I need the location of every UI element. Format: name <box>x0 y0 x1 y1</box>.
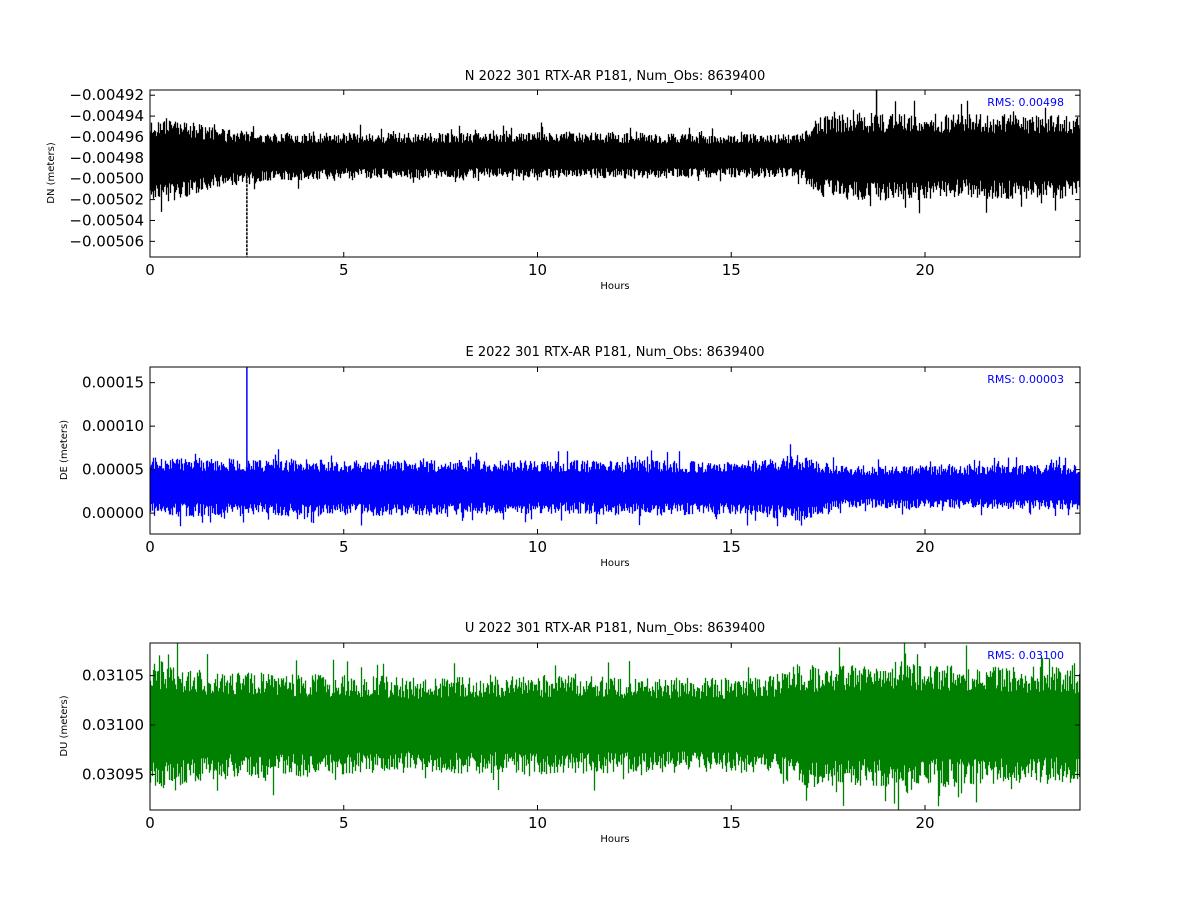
panel-n-ytick-label: −0.00506 <box>69 232 144 250</box>
panel-n: N 2022 301 RTX-AR P181, Num_Obs: 8639400… <box>46 69 1081 292</box>
panel-n-rms-label: RMS: 0.00498 <box>987 96 1064 109</box>
panel-e-xlabel: Hours <box>600 558 629 569</box>
panel-n-xtick-label: 10 <box>528 261 547 279</box>
panel-n-ticks: 0 5 10 15 20 −0.00492 −0.00494 −0.00496 −0.00498… <box>69 86 1080 279</box>
panel-n-ytick-label: −0.00496 <box>69 128 144 146</box>
panel-u-xtick-label: 15 <box>722 814 741 832</box>
panel-u-title: U 2022 301 RTX-AR P181, Num_Obs: 8639400 <box>465 621 765 636</box>
panel-n-ytick-label: −0.00504 <box>69 211 144 229</box>
panel-n-ytick-label: −0.00500 <box>69 170 144 188</box>
panel-u-xtick-label: 5 <box>339 814 349 832</box>
panel-u-ytick-label: 0.03095 <box>82 765 144 783</box>
panel-u-xtick-label: 10 <box>528 814 547 832</box>
panel-n-ylabel: DN (meters) <box>46 142 57 204</box>
panel-n-ytick-label: −0.00498 <box>69 149 144 167</box>
panel-e-ytick-label: 0.00015 <box>82 374 144 392</box>
panel-n-ytick-label: −0.00494 <box>69 107 144 125</box>
panel-u-xtick-label: 20 <box>915 814 934 832</box>
panel-n-axes-frame <box>149 89 1081 258</box>
panel-n-ytick-label: −0.00492 <box>69 86 144 104</box>
panel-e-axes-frame <box>149 366 1081 535</box>
panel-u-ticks: 0 5 10 15 20 0.03105 0.03100 0.03095 <box>82 643 1080 832</box>
panel-n-title: N 2022 301 RTX-AR P181, Num_Obs: 8639400 <box>465 69 765 84</box>
panel-n-xtick-label: 20 <box>915 261 934 279</box>
panel-e-xtick-label: 20 <box>915 538 934 556</box>
panel-e-ytick-label: 0.00010 <box>82 417 144 435</box>
panel-u-ytick-label: 0.03105 <box>82 667 144 685</box>
panel-e-ytick-label: 0.00005 <box>82 461 144 479</box>
panel-e-xtick-label: 15 <box>722 538 741 556</box>
panel-e-xtick-label: 10 <box>528 538 547 556</box>
panel-e-rms-label: RMS: 0.00003 <box>987 373 1064 386</box>
panel-e-title: E 2022 301 RTX-AR P181, Num_Obs: 8639400 <box>466 345 765 360</box>
panel-u-ylabel: DU (meters) <box>59 695 70 756</box>
panel-u-axes-frame <box>149 642 1081 811</box>
panel-n-xtick-label: 0 <box>145 261 155 279</box>
panel-u-ytick-label: 0.03100 <box>82 716 144 734</box>
panel-u-xtick-label: 0 <box>145 814 155 832</box>
panel-u: U 2022 301 RTX-AR P181, Num_Obs: 8639400… <box>59 621 1081 845</box>
panel-n-xtick-label: 5 <box>339 261 349 279</box>
panel-e-ylabel: DE (meters) <box>59 420 70 480</box>
panel-n-xtick-label: 15 <box>722 261 741 279</box>
panel-u-rms-label: RMS: 0.03100 <box>987 649 1064 662</box>
panel-u-xlabel: Hours <box>600 834 629 845</box>
panel-e: E 2022 301 RTX-AR P181, Num_Obs: 8639400… <box>59 345 1081 569</box>
panel-n-ytick-label: −0.00502 <box>69 191 144 209</box>
panel-e-ticks: 0 5 10 15 20 0.00015 0.00010 0.00005 0.00000 <box>82 367 1080 556</box>
panel-e-ytick-label: 0.00000 <box>82 504 144 522</box>
panel-e-xtick-label: 5 <box>339 538 349 556</box>
panel-e-xtick-label: 0 <box>145 538 155 556</box>
panel-n-xlabel: Hours <box>600 281 629 292</box>
